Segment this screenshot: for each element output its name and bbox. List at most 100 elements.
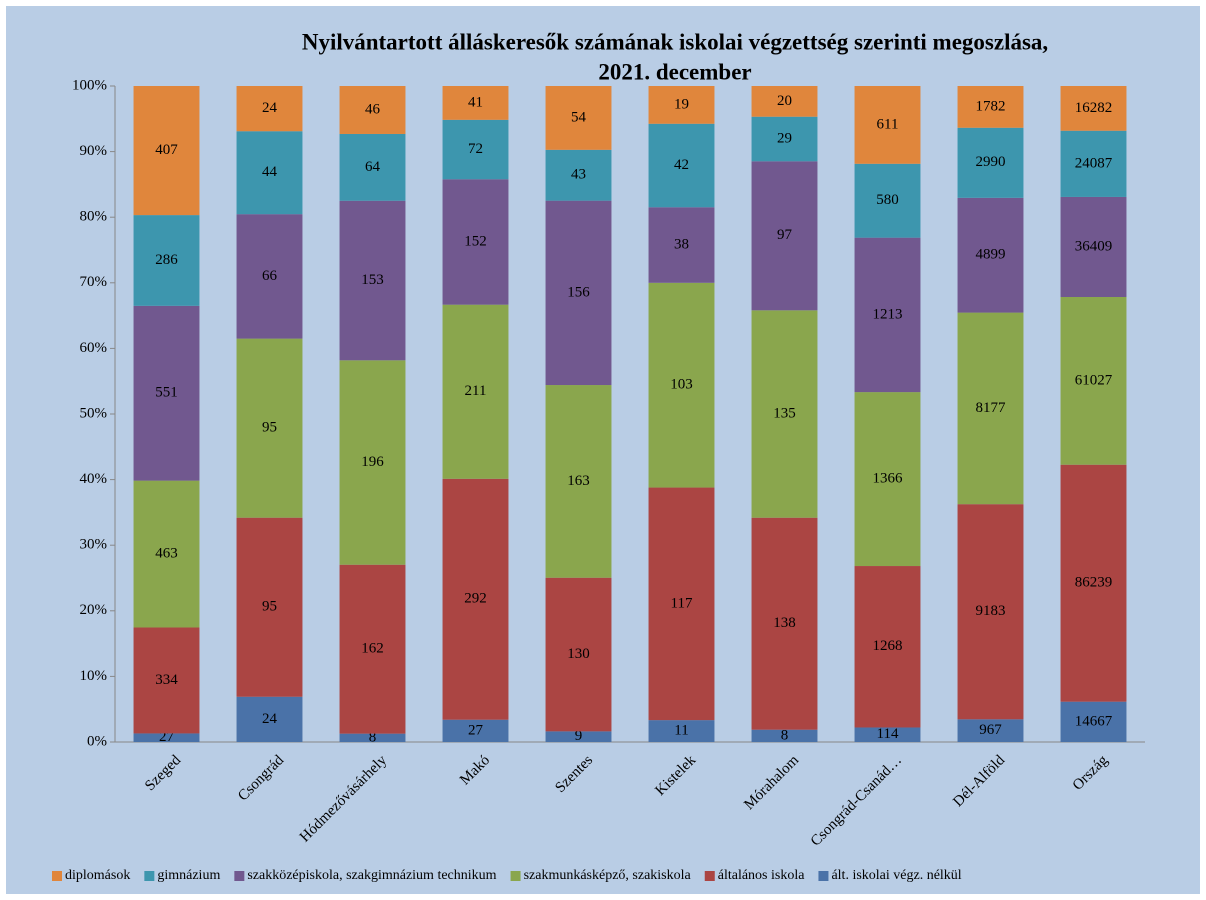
bar-segment [751, 517, 818, 730]
data-label: 24 [262, 711, 278, 727]
y-tick-label: 100% [72, 77, 107, 93]
bar-segment [854, 237, 921, 393]
data-label: 152 [464, 233, 487, 249]
bar-segment [339, 564, 406, 734]
data-label: 2990 [976, 154, 1006, 170]
bar-segment [442, 179, 509, 305]
bar-segment [854, 392, 921, 567]
bar-segment [648, 487, 715, 721]
data-label: 95 [262, 420, 277, 436]
data-label: 163 [567, 473, 590, 489]
bar-segment [236, 214, 303, 339]
bar-segment [854, 727, 921, 742]
data-label: 41 [468, 94, 483, 110]
bar-segment [236, 86, 303, 132]
legend-label: gimnázium [157, 868, 220, 883]
data-label: 38 [674, 236, 689, 252]
data-label: 162 [361, 641, 384, 657]
bar-segment [1060, 130, 1127, 197]
y-tick-label: 60% [80, 340, 108, 356]
bar-segment [648, 282, 715, 488]
data-label: 580 [876, 192, 899, 208]
data-label: 135 [773, 405, 796, 421]
data-label: 103 [670, 377, 693, 393]
bar-segment [442, 719, 509, 742]
bar-segment [442, 478, 509, 720]
data-label: 1782 [976, 98, 1006, 114]
bar-segment [545, 86, 612, 150]
data-label: 36409 [1075, 238, 1113, 254]
bar-segment [751, 161, 818, 311]
bar-segment [133, 86, 200, 216]
legend-label: szakközépiskola, szakgimnázium technikum [247, 868, 496, 883]
bar-segment [133, 627, 200, 734]
legend-label: ált. iskolai végz. nélkül [831, 868, 961, 883]
legend-label: diplomások [65, 868, 130, 883]
bar-segment [545, 385, 612, 578]
bar-segment [133, 305, 200, 481]
bar-segment [339, 200, 406, 361]
bar-segment [648, 86, 715, 124]
data-label: 117 [671, 595, 693, 611]
legend-label: általános iskola [718, 868, 805, 883]
data-label: 20 [777, 93, 792, 109]
bar-segment [545, 577, 612, 732]
bar-segment [339, 360, 406, 565]
bar-segment [339, 86, 406, 134]
bar-segment [442, 304, 509, 479]
data-label: 61027 [1075, 372, 1113, 388]
data-label: 407 [155, 142, 178, 158]
bar-segment [648, 720, 715, 742]
bar-segment [236, 517, 303, 697]
bar-segment [648, 123, 715, 208]
bar-segment [751, 86, 818, 117]
legend-swatch [52, 871, 62, 881]
data-label: 1366 [873, 471, 904, 487]
data-label: 153 [361, 272, 384, 288]
data-label: 11 [674, 723, 688, 739]
bar-segment [957, 312, 1024, 505]
bar-segment [442, 119, 509, 180]
data-label: 97 [777, 227, 793, 243]
data-label: 64 [365, 159, 381, 175]
data-label: 72 [468, 141, 483, 157]
bar-segment [957, 86, 1024, 128]
data-label: 95 [262, 599, 277, 615]
bar-segment [1060, 464, 1127, 702]
data-label: 66 [262, 268, 278, 284]
bar-segment [957, 197, 1024, 313]
bar-segment [648, 207, 715, 283]
bar-segment [545, 731, 612, 742]
data-label: 967 [979, 722, 1002, 738]
chart-title: Nyilvántartott álláskeresők számának isk… [302, 29, 1048, 54]
bar-segment [854, 163, 921, 238]
data-label: 611 [877, 116, 899, 132]
data-label: 9 [575, 728, 583, 744]
bar-segment [442, 86, 509, 120]
data-label: 86239 [1075, 575, 1113, 591]
data-label: 156 [567, 284, 590, 300]
legend-swatch [234, 871, 245, 881]
bar-segment [957, 719, 1024, 742]
data-label: 334 [155, 672, 178, 688]
data-label: 8 [781, 727, 789, 743]
y-tick-label: 0% [87, 733, 107, 749]
bar-segment [854, 86, 921, 164]
data-label: 211 [465, 383, 487, 399]
data-label: 54 [571, 109, 587, 125]
data-label: 16282 [1075, 100, 1113, 116]
legend-label: szakmunkásképző, szakiskola [524, 868, 692, 883]
data-label: 29 [777, 130, 792, 146]
data-label: 27 [468, 722, 484, 738]
bar-segment [339, 733, 406, 742]
data-label: 292 [464, 591, 487, 607]
bar-segment [236, 338, 303, 518]
bar-segment [133, 733, 200, 742]
y-tick-label: 10% [80, 668, 108, 684]
y-tick-label: 40% [80, 471, 108, 487]
bar-segment [751, 116, 818, 162]
data-label: 24087 [1075, 155, 1113, 171]
data-label: 1268 [873, 638, 903, 654]
legend-swatch [818, 871, 829, 881]
bar-segment [957, 127, 1024, 198]
